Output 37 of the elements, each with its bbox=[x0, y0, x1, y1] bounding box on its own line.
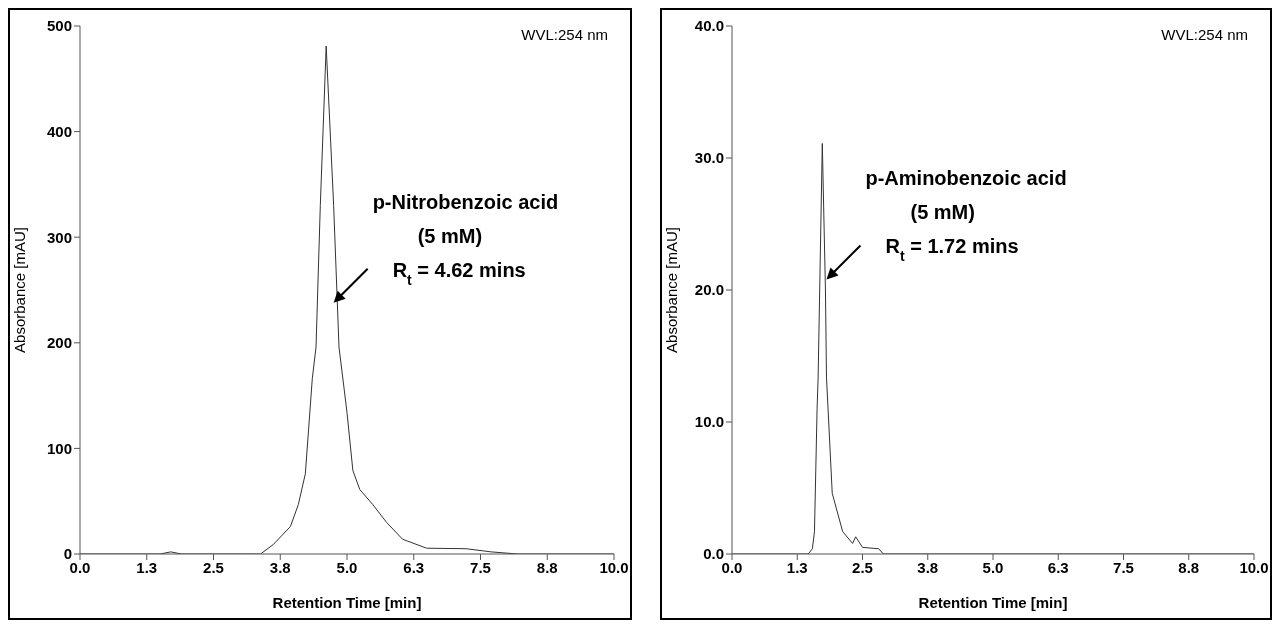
x-tick-label: 8.8 bbox=[1178, 558, 1200, 576]
x-tick-label: 7.5 bbox=[470, 558, 491, 576]
x-tick-label: 8.8 bbox=[536, 558, 558, 576]
y-axis-title: Absorbance [mAU] bbox=[663, 227, 681, 353]
x-tick-label: 10.0 bbox=[1239, 558, 1269, 576]
x-tick-label: 1.3 bbox=[136, 558, 158, 576]
x-axis-title: Retention Time [min] bbox=[272, 594, 422, 611]
y-tick-label: 0 bbox=[63, 545, 72, 563]
x-tick-label: 0.0 bbox=[69, 558, 91, 576]
y-tick-label: 30.0 bbox=[694, 149, 724, 167]
x-tick-label: 5.0 bbox=[336, 558, 358, 576]
x-axis-title: Retention Time [min] bbox=[918, 594, 1068, 611]
x-tick-label: 6.3 bbox=[1047, 558, 1069, 576]
y-tick-label: 100 bbox=[46, 439, 72, 457]
x-tick-label: 0.0 bbox=[721, 558, 743, 576]
x-tick-label: 10.0 bbox=[599, 558, 629, 576]
x-tick-label: 6.3 bbox=[403, 558, 425, 576]
x-tick-label: 7.5 bbox=[1113, 558, 1134, 576]
annotation: WVL:254 nm bbox=[521, 26, 608, 43]
annotation: WVL:254 nm bbox=[1161, 26, 1248, 43]
y-tick-label: 500 bbox=[46, 17, 72, 35]
annotation: p-Aminobenzoic acid (5 mM) R$_{t}$ = 1.72 mins bbox=[865, 167, 1067, 265]
x-tick-label: 2.5 bbox=[852, 558, 873, 576]
y-tick-label: 300 bbox=[46, 228, 72, 246]
y-tick-label: 20.0 bbox=[694, 281, 724, 299]
y-axis-title: Absorbance [mAU] bbox=[11, 227, 29, 353]
y-tick-label: 40.0 bbox=[694, 17, 724, 35]
annotation: p-Nitrobenzoic acid (5 mM) R$_{t}$ = 4.62 mins bbox=[372, 190, 559, 288]
y-tick-label: 0.0 bbox=[703, 545, 724, 563]
y-tick-label: 400 bbox=[46, 122, 72, 140]
x-tick-label: 3.8 bbox=[917, 558, 939, 576]
x-tick-label: 3.8 bbox=[269, 558, 291, 576]
y-tick-label: 10.0 bbox=[694, 413, 724, 431]
x-tick-label: 1.3 bbox=[786, 558, 808, 576]
x-tick-label: 5.0 bbox=[982, 558, 1004, 576]
x-tick-label: 2.5 bbox=[203, 558, 224, 576]
y-tick-label: 200 bbox=[46, 334, 72, 352]
